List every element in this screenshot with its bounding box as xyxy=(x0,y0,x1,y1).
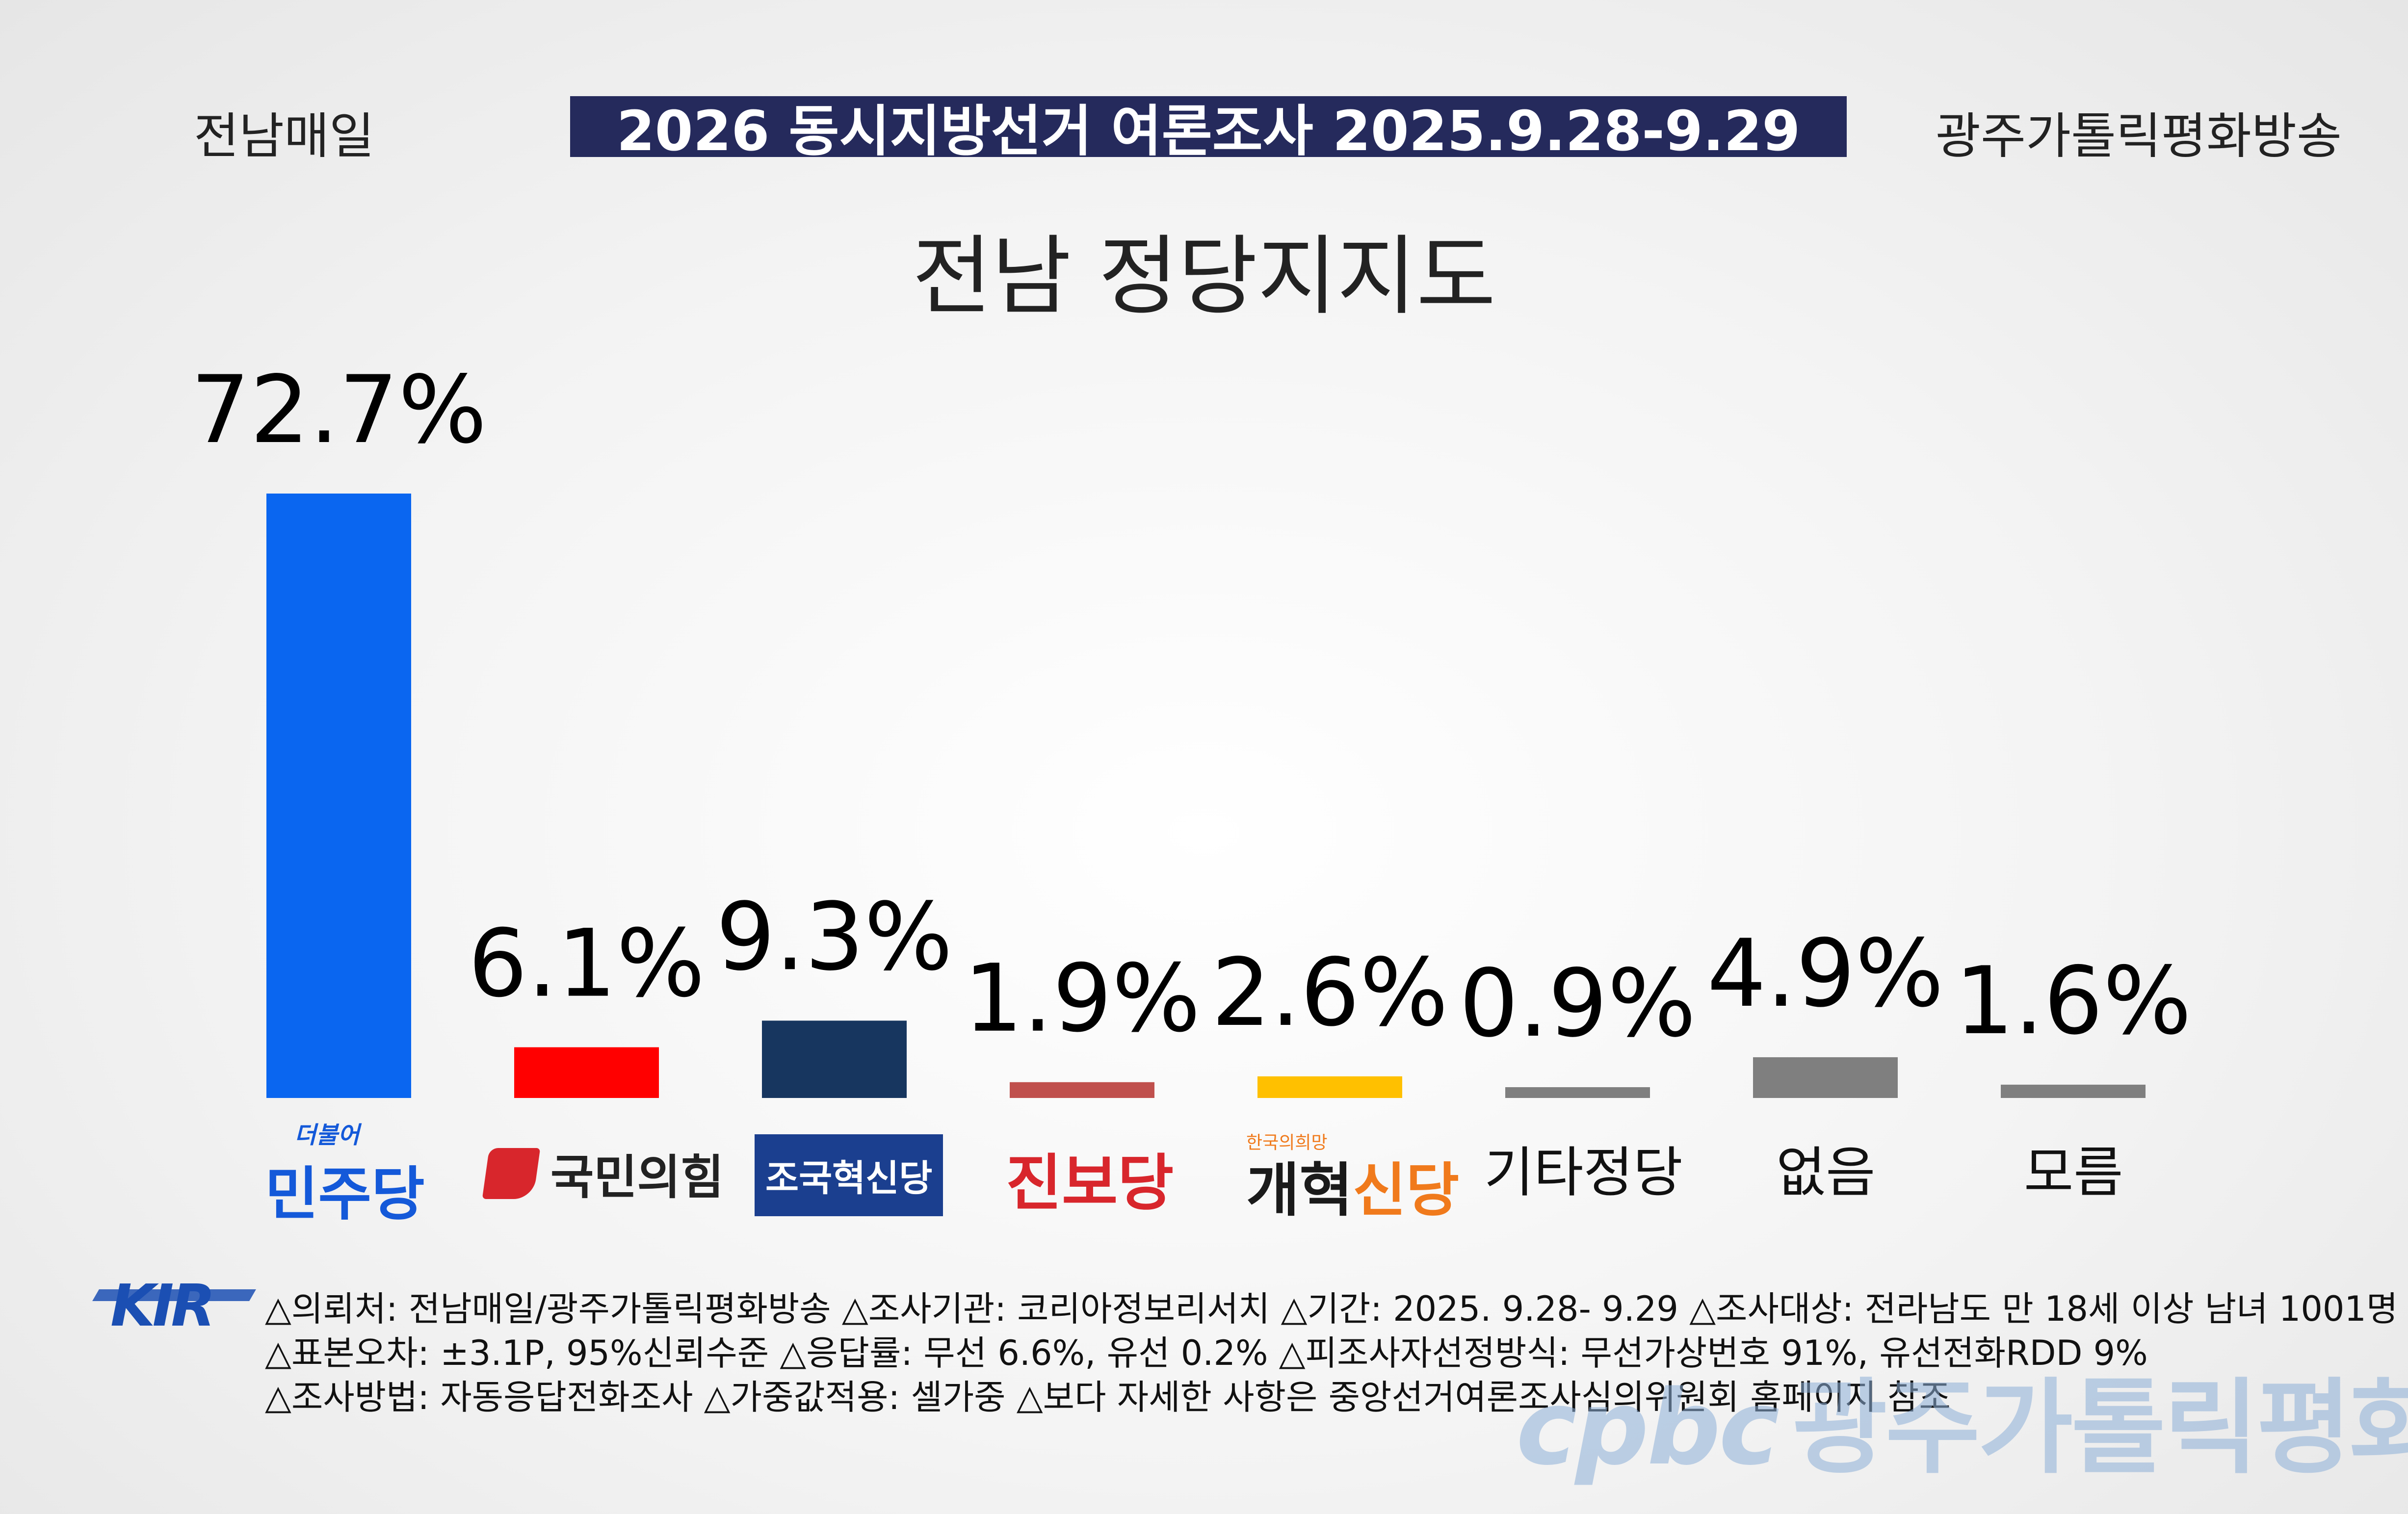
bar-6 xyxy=(1753,1057,1898,1098)
survey-banner: 2026 동시지방선거 여론조사 2025.9.28-9.29 xyxy=(570,96,1847,163)
category-label-progressive: 진보당 xyxy=(1006,1148,1174,1219)
ppp-logo-mark xyxy=(482,1148,541,1199)
reform-logo-small: 한국의희망 xyxy=(1246,1133,1328,1153)
bar-2 xyxy=(762,1020,907,1098)
footnote-line-3: △조사방법: 자동응답전화조사 △가중값적용: 셀가중 △보다 자세한 사항은 … xyxy=(265,1377,1951,1417)
value-label-3: 1.9% xyxy=(964,944,1201,1053)
category-label-minju: 더불어 민주당 xyxy=(265,1123,425,1231)
category-label-reform: 한국의희망 개혁 신당 xyxy=(1246,1133,1460,1227)
sponsor-left: 전남매일 xyxy=(194,107,374,165)
minju-logo-text: 민주당 xyxy=(265,1160,425,1228)
category-label-others: 기타정당 xyxy=(1484,1141,1683,1204)
footnote-line-1: △의뢰처: 전남매일/광주가톨릭평화방송 △조사기관: 코리아정보리서치 △기간… xyxy=(265,1289,2398,1329)
sponsor-right: 광주가톨릭평화방송 xyxy=(1936,107,2342,165)
bar-0 xyxy=(266,494,411,1098)
bar-3 xyxy=(1010,1082,1154,1098)
reform-logo-a: 개혁 xyxy=(1246,1156,1353,1224)
ppp-logo-text: 국민의힘 xyxy=(550,1150,724,1205)
bar-1 xyxy=(514,1047,659,1098)
bar-4 xyxy=(1257,1076,1402,1098)
reform-logo-b: 신당 xyxy=(1353,1156,1460,1224)
broadcaster-watermark: cpbc광주가톨릭평화방송 xyxy=(1516,1344,2408,1493)
bar-5 xyxy=(1505,1087,1650,1098)
value-label-1: 6.1% xyxy=(468,910,705,1018)
kir-logo: KIR xyxy=(92,1272,258,1339)
value-label-2: 9.3% xyxy=(716,883,953,991)
kir-logo-text: KIR xyxy=(110,1272,215,1339)
minju-logo-small: 더불어 xyxy=(294,1122,360,1149)
value-label-5: 0.9% xyxy=(1459,949,1696,1058)
value-label-4: 2.6% xyxy=(1211,939,1448,1047)
watermark-brand: cpbc xyxy=(1516,1368,1780,1488)
footnote-line-2: △표본오차: ±3.1P, 95%신뢰수준 △응답률: 무선 6.6%, 유선 … xyxy=(265,1333,2148,1373)
category-label-none: 없음 xyxy=(1776,1141,1876,1204)
category-label-rebuild: 조국혁신당 xyxy=(755,1134,943,1216)
chart-title: 전남 정당지지도 xyxy=(912,226,1496,327)
watermark-name: 광주가톨릭평화방송 xyxy=(1792,1368,2408,1488)
bar-7 xyxy=(2001,1084,2146,1098)
category-label-unknown: 모름 xyxy=(2024,1141,2123,1204)
value-label-6: 4.9% xyxy=(1707,919,1944,1028)
value-label-0: 72.7% xyxy=(191,356,487,464)
value-label-7: 1.6% xyxy=(1955,947,2192,1055)
category-label-ppp: 국민의힘 xyxy=(482,1139,724,1207)
